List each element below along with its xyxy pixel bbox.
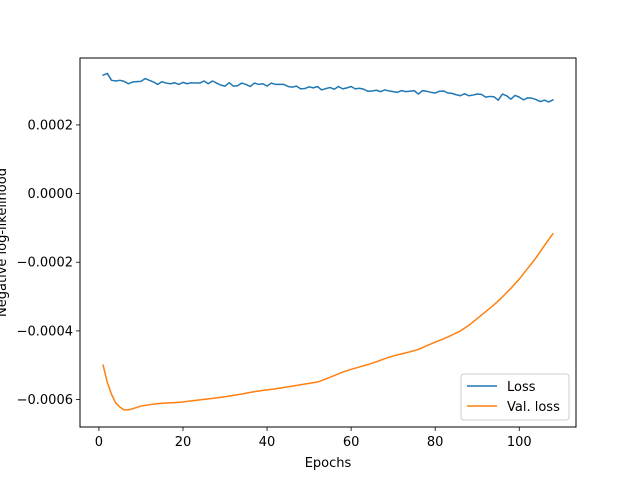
y-tick-label: −0.0004	[17, 324, 73, 339]
legend: Loss Val. loss	[460, 373, 570, 421]
series-line-loss	[102, 72, 554, 103]
x-tick-label: 40	[259, 435, 276, 450]
x-tick-label: 0	[95, 435, 103, 450]
y-tick-label: −0.0002	[17, 256, 73, 271]
plot-frame	[79, 57, 577, 428]
legend-label-val-loss: Val. loss	[507, 400, 560, 415]
y-axis-ticks: −0.0006 −0.0004 −0.0002 0.0000 0.0002	[17, 118, 80, 408]
x-tick-label: 60	[343, 435, 360, 450]
y-tick-label: −0.0006	[17, 393, 73, 408]
y-tick-label: 0.0002	[28, 118, 74, 133]
legend-label-loss: Loss	[507, 380, 536, 395]
plot-content	[102, 72, 554, 411]
x-axis-label: Epochs	[305, 456, 352, 471]
x-tick-label: 100	[507, 435, 532, 450]
x-axis-ticks: 0 20 40 60 80 100	[95, 427, 532, 450]
x-tick-label: 20	[175, 435, 192, 450]
y-axis-label: Negative log-likelihood	[0, 168, 10, 317]
series-line-val-loss	[102, 232, 554, 411]
y-tick-label: 0.0000	[28, 187, 74, 202]
x-tick-label: 80	[427, 435, 444, 450]
